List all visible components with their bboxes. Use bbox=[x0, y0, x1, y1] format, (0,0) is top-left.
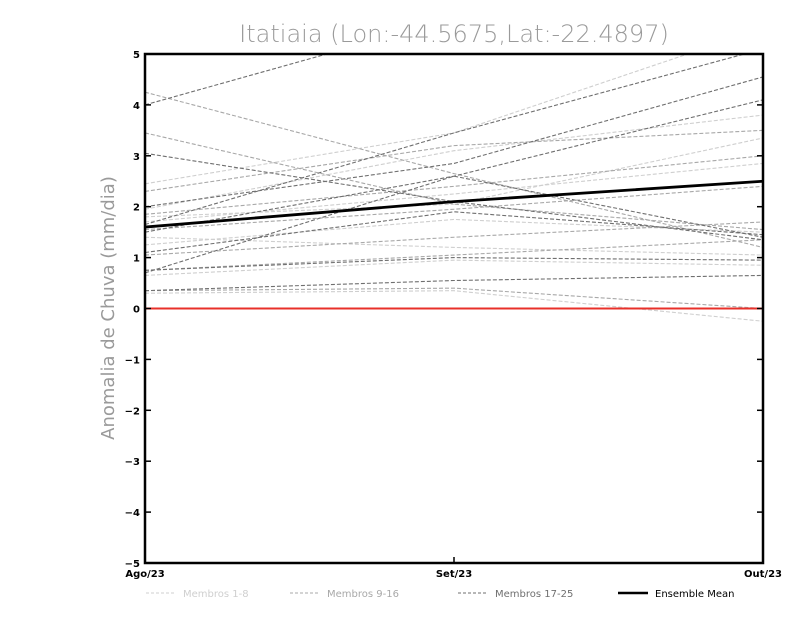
member-line-group3-5 bbox=[145, 99, 763, 233]
member-line-group2-6 bbox=[145, 239, 763, 271]
legend-label: Membros 17-25 bbox=[495, 589, 573, 600]
x-tick-label: Out/23 bbox=[744, 569, 782, 580]
legend-label: Membros 1-8 bbox=[183, 589, 249, 600]
member-line-group2-1 bbox=[145, 91, 763, 248]
legend-label: Ensemble Mean bbox=[655, 589, 734, 600]
y-axis-ticks: −5 −4 −3 −2 −1 0 1 2 3 4 5 bbox=[125, 50, 763, 570]
chart-title: Itatiaia (Lon:-44.5675,Lat:-22.4897) bbox=[239, 20, 669, 48]
ensemble-mean-line bbox=[145, 179, 763, 229]
member-line-group1-2 bbox=[145, 114, 763, 210]
y-tick-label: −4 bbox=[125, 508, 140, 519]
member-line-group1-4 bbox=[145, 162, 763, 223]
member-line-group2-4 bbox=[145, 185, 763, 231]
y-tick-label: −3 bbox=[125, 457, 140, 468]
member-line-group2-3 bbox=[145, 129, 763, 192]
x-tick-label: Set/23 bbox=[436, 569, 472, 580]
y-axis-label: Anomalia de Chuva (mm/dia) bbox=[98, 176, 119, 440]
member-line-group3-8 bbox=[145, 274, 763, 292]
y-tick-label: 5 bbox=[133, 50, 140, 61]
member-line-group3-1 bbox=[145, 54, 329, 106]
y-tick-label: 3 bbox=[133, 152, 140, 163]
ensemble-mean-layer bbox=[145, 179, 763, 229]
member-line-group1-5 bbox=[145, 236, 763, 256]
member-line-group1-7 bbox=[145, 290, 763, 322]
member-line-group2-2 bbox=[145, 132, 763, 231]
member-line-group1-1 bbox=[145, 54, 690, 185]
x-tick-label: Ago/23 bbox=[125, 569, 164, 580]
member-line-group3-7 bbox=[145, 257, 763, 271]
y-tick-label: 1 bbox=[133, 254, 140, 265]
y-tick-label: 0 bbox=[133, 305, 140, 316]
member-line-group2-7 bbox=[145, 287, 763, 310]
legend-label: Membros 9-16 bbox=[327, 589, 399, 600]
member-line-group3-9 bbox=[145, 175, 763, 274]
ensemble-members bbox=[145, 54, 763, 322]
member-line-group3-6 bbox=[145, 211, 763, 254]
member-line-group1-6 bbox=[145, 259, 763, 276]
y-tick-label: −2 bbox=[125, 406, 140, 417]
y-tick-label: −1 bbox=[125, 355, 140, 366]
y-tick-label: 2 bbox=[133, 203, 140, 214]
member-line-group1-8 bbox=[145, 218, 763, 246]
member-line-group3-3 bbox=[145, 76, 763, 208]
y-tick-label: −5 bbox=[125, 559, 140, 570]
x-axis-ticks: Ago/23 Set/23 Out/23 bbox=[125, 557, 782, 580]
legend: Membros 1-8 Membros 9-16 Membros 17-25 Ense… bbox=[146, 589, 734, 600]
member-line-group2-5 bbox=[145, 221, 763, 256]
member-line-group3-4 bbox=[145, 54, 747, 226]
y-tick-label: 4 bbox=[133, 101, 140, 112]
member-line-group2-8 bbox=[145, 155, 763, 215]
